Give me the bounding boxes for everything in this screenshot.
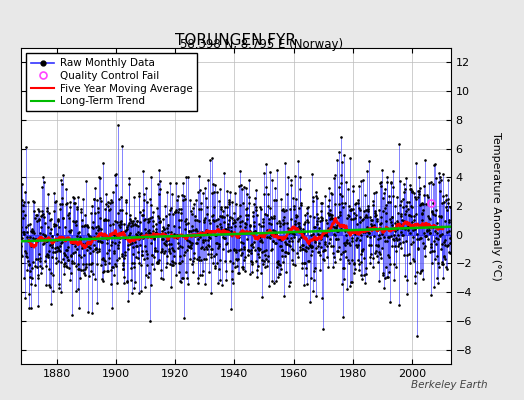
Legend: Raw Monthly Data, Quality Control Fail, Five Year Moving Average, Long-Term Tren: Raw Monthly Data, Quality Control Fail, … (26, 53, 198, 112)
Title: TORUNGEN FYR: TORUNGEN FYR (176, 33, 296, 48)
Text: Berkeley Earth: Berkeley Earth (411, 380, 487, 390)
Y-axis label: Temperature Anomaly (°C): Temperature Anomaly (°C) (492, 132, 501, 280)
Text: 58.398 N, 8.795 E (Norway): 58.398 N, 8.795 E (Norway) (180, 38, 344, 51)
